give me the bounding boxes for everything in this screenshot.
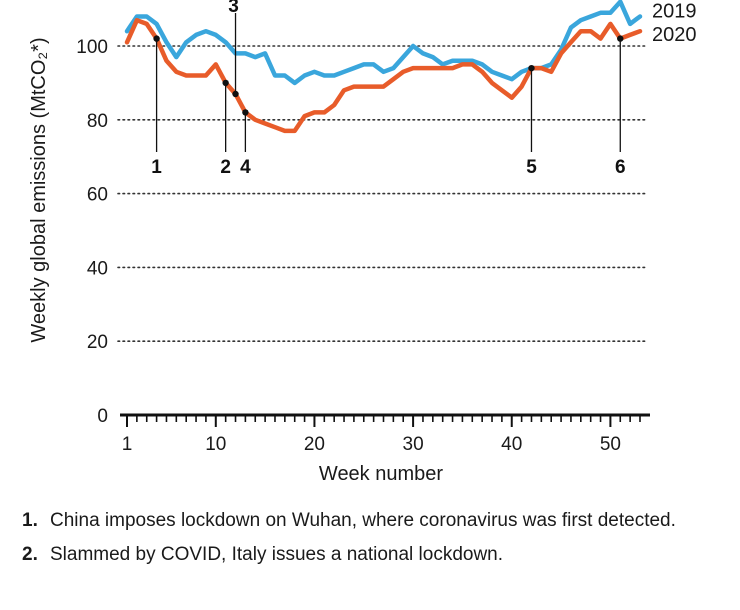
- footnotes: 1. China imposes lockdown on Wuhan, wher…: [22, 508, 722, 576]
- annotation-label-6: 6: [615, 157, 626, 178]
- annotation-label-1: 1: [151, 157, 162, 178]
- x-axis-title: Week number: [319, 463, 443, 485]
- footnote-1: 1. China imposes lockdown on Wuhan, wher…: [22, 508, 722, 533]
- annotation-marker: [528, 64, 535, 72]
- series-line-2020: [124, 17, 643, 134]
- y-tick-label: 40: [87, 258, 108, 279]
- emissions-line-chart: 0 20 40 60 80 100 1 10 20 30 40 50 Week number Weekly…: [28, 0, 697, 485]
- x-tick-label: 10: [205, 434, 226, 455]
- x-tick-label: 50: [600, 434, 621, 455]
- annotation-marker: [617, 35, 624, 42]
- annotation-label-3: 3: [228, 0, 239, 17]
- x-tick-label: 40: [501, 434, 522, 455]
- x-tick-label: 20: [304, 434, 325, 455]
- annotation-marker: [242, 109, 249, 116]
- footnote-2: 2. Slammed by COVID, Italy issues a nati…: [22, 542, 722, 567]
- footnote-text: Slammed by COVID, Italy issues a nationa…: [50, 544, 504, 565]
- annotation-marker: [232, 90, 239, 98]
- series-line-2019: [124, 0, 643, 86]
- series-label-2020: 2020: [652, 24, 697, 46]
- y-tick-label: 100: [76, 37, 108, 58]
- annotation-label-4: 4: [240, 157, 251, 178]
- y-axis-title: Weekly global emissions (MtCO₂*): [28, 37, 50, 342]
- footnote-text: China imposes lockdown on Wuhan, where c…: [50, 510, 676, 531]
- x-tick-label: 1: [122, 434, 133, 455]
- y-tick-label: 80: [87, 111, 108, 132]
- y-tick-label: 60: [87, 185, 108, 206]
- annotation-marker: [222, 79, 229, 87]
- y-tick-label: 20: [87, 332, 108, 353]
- y-tick-label: 0: [97, 406, 108, 427]
- annotation-label-5: 5: [526, 157, 537, 178]
- footnote-number: 1.: [22, 510, 38, 531]
- annotation-marker: [153, 35, 160, 42]
- annotation-label-2: 2: [220, 157, 231, 178]
- footnote-number: 2.: [22, 544, 38, 565]
- x-tick-label: 30: [403, 434, 424, 455]
- series-label-2019: 2019: [652, 0, 697, 22]
